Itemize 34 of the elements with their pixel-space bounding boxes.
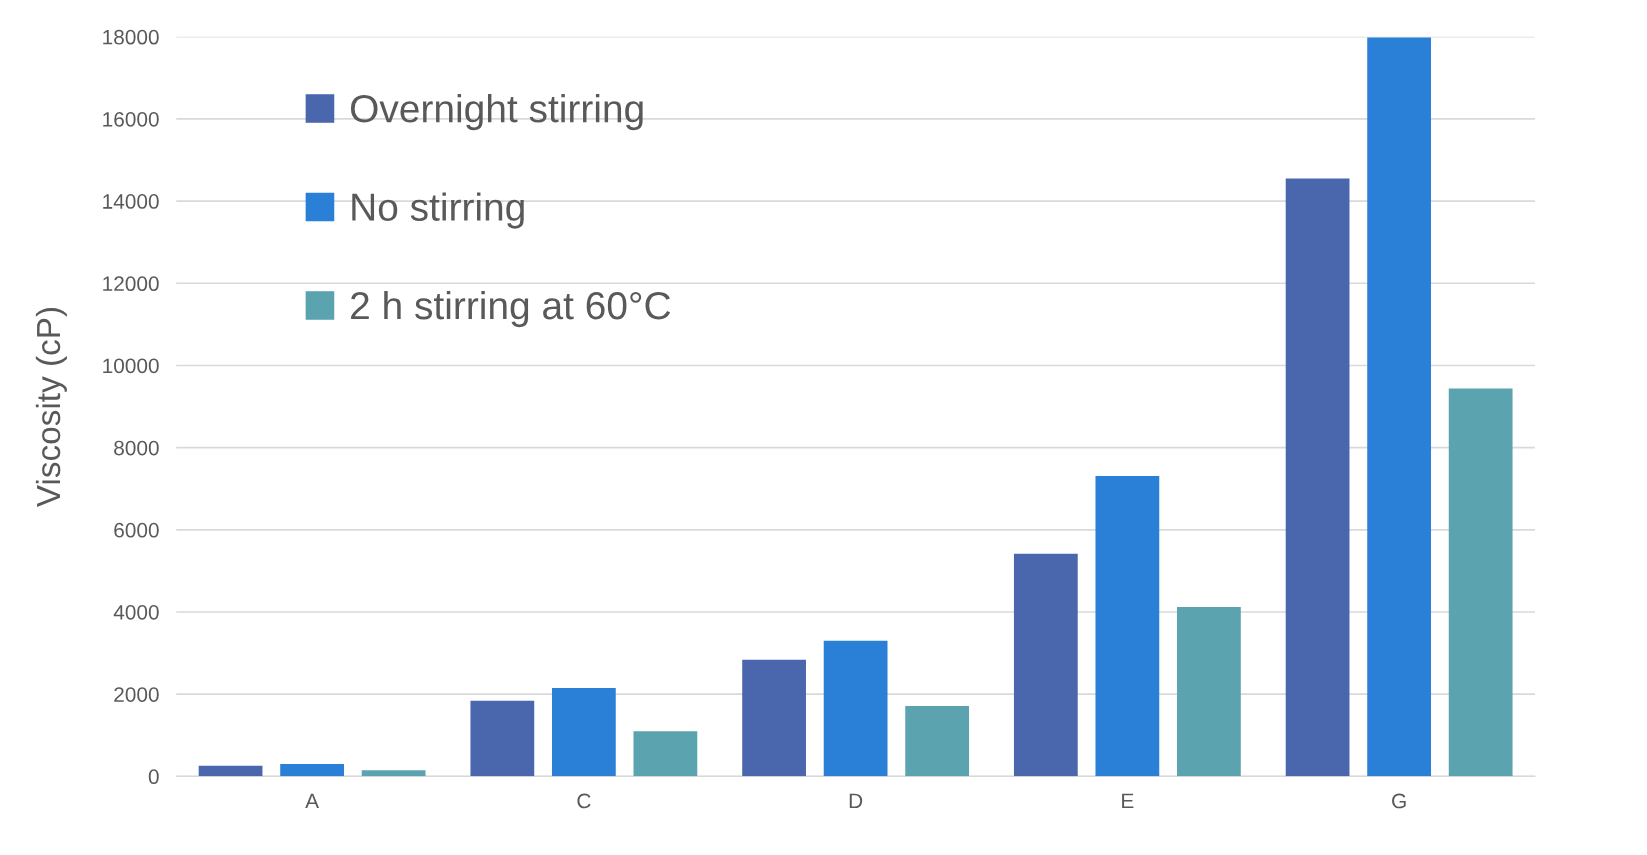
bar xyxy=(823,640,888,777)
bar xyxy=(1367,37,1432,777)
bar xyxy=(1448,388,1513,777)
bar xyxy=(1095,475,1160,777)
legend-label: 2 h stirring at 60°C xyxy=(351,290,671,328)
bar xyxy=(1013,553,1078,777)
x-tick-label: D xyxy=(849,793,863,809)
bar xyxy=(198,765,263,777)
y-tick-label: 4000 xyxy=(113,604,159,620)
x-tick-label: G xyxy=(1392,793,1406,809)
x-tick-label: E xyxy=(1122,793,1134,809)
y-tick-label: 14000 xyxy=(103,194,159,209)
bar xyxy=(1177,607,1241,777)
y-tick-label: 0 xyxy=(148,769,159,785)
bar xyxy=(905,706,970,777)
bar xyxy=(470,700,535,777)
y-tick-label: 10000 xyxy=(103,358,159,374)
y-tick-label: 18000 xyxy=(103,29,159,45)
y-tick-label: 12000 xyxy=(103,276,159,292)
legend-label: Overnight stirring xyxy=(350,93,643,131)
bar xyxy=(551,688,616,777)
bar xyxy=(280,764,344,777)
x-tick-label: A xyxy=(305,793,320,809)
y-axis-title: Viscosity (cP) xyxy=(35,307,67,508)
y-tick-label: 6000 xyxy=(114,522,159,538)
y-tick-label: 16000 xyxy=(103,111,159,127)
y-tick-label: 8000 xyxy=(114,440,159,456)
bar xyxy=(1285,178,1350,777)
bar xyxy=(742,659,806,777)
x-tick-label: C xyxy=(577,793,591,809)
bar xyxy=(633,731,698,777)
y-tick-label: 2000 xyxy=(114,687,159,702)
bar xyxy=(361,770,426,777)
legend-label: No stirring xyxy=(352,192,524,229)
